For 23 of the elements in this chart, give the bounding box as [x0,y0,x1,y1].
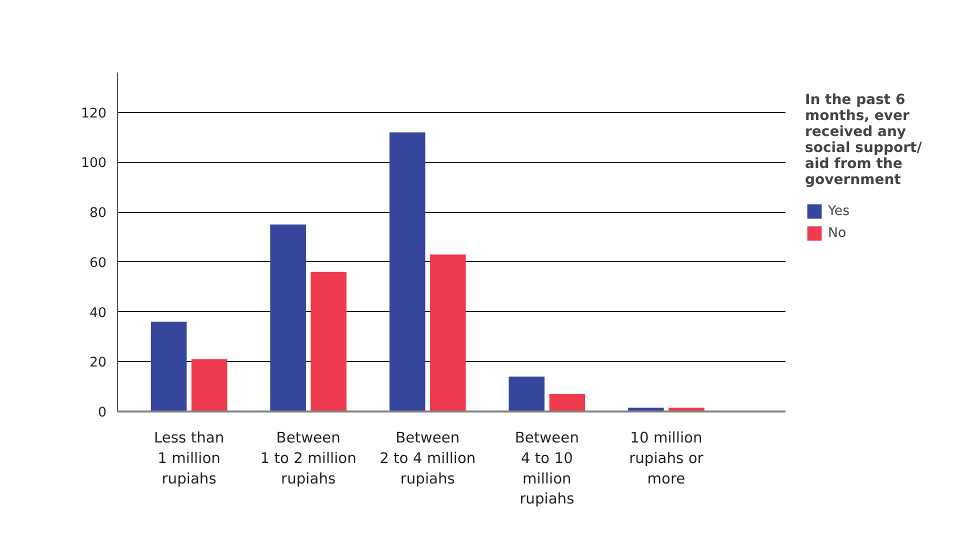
y-tick-label: 0 [98,406,107,420]
bar [310,272,347,412]
y-tick-label: 100 [81,156,107,172]
legend-label: No [828,226,848,240]
x-tick-label: 10 million rupiahs or more [629,430,704,488]
legend-title: In the past 6 months, ever received any social support/ aid from the government [805,92,922,188]
bar [191,359,228,412]
y-tick-label: 120 [81,106,107,122]
x-tick-label: Between 4 to 10 million rupiahs [514,430,580,508]
bar [389,132,426,412]
y-tick-label: 60 [90,256,107,271]
x-tick-label: Between 1 to 2 million rupiahs [260,430,356,488]
y-tick-label: 20 [90,356,107,371]
y-tick-label: 80 [90,206,107,222]
x-tick-label: Between 2 to 4 million rupiahs [380,430,476,488]
x-tick-label: Less than 1 million rupiahs [154,430,224,488]
bar [430,254,466,412]
bar [549,394,586,412]
bar [270,224,306,412]
bar [150,322,187,412]
legend-label: Yes [828,204,850,218]
bar [508,376,545,412]
y-tick-label: 40 [90,306,107,321]
